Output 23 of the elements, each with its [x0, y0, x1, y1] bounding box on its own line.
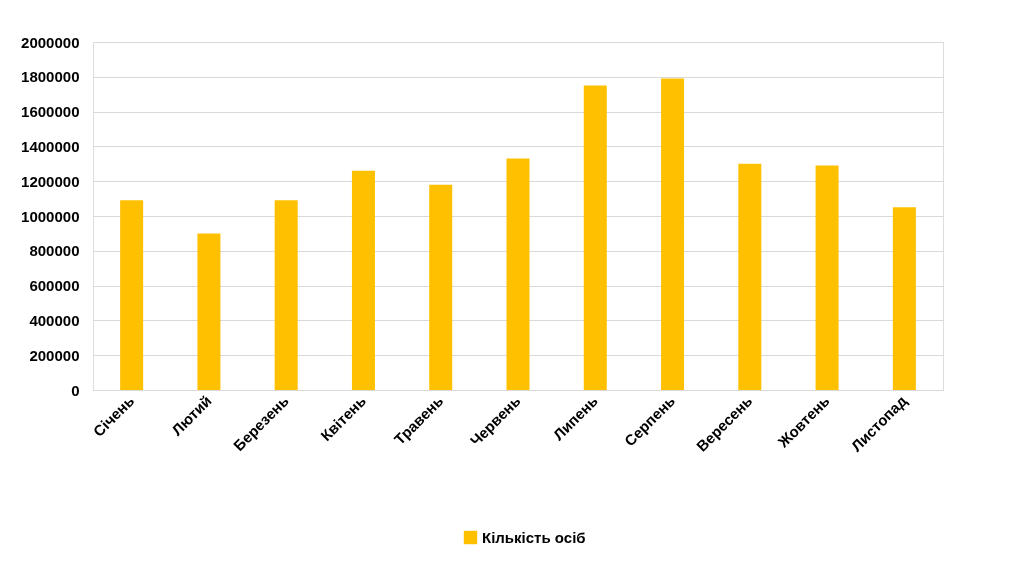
bar — [892, 207, 916, 390]
y-tick-label: 1200000 — [21, 172, 80, 190]
bar — [738, 163, 762, 390]
y-tick-label: 800000 — [29, 242, 80, 260]
bar — [506, 158, 530, 390]
y-tick-label: 1000000 — [21, 207, 80, 225]
y-tick-label: 2000000 — [21, 33, 80, 51]
y-tick-label: 1800000 — [21, 68, 80, 86]
bar — [120, 200, 144, 390]
y-tick-label: 600000 — [29, 277, 80, 295]
y-tick-label: 1600000 — [21, 103, 80, 121]
y-tick-label: 0 — [71, 381, 80, 399]
legend-label: Кількість осіб — [482, 528, 586, 546]
bar — [661, 78, 685, 390]
bar — [429, 184, 453, 390]
bar — [351, 170, 375, 390]
y-tick-label: 200000 — [29, 346, 80, 364]
y-tick-label: 400000 — [29, 311, 80, 329]
y-tick-label: 1400000 — [21, 137, 80, 155]
bar — [274, 200, 298, 390]
bar — [583, 85, 607, 390]
bar — [815, 165, 839, 390]
bar — [197, 233, 221, 390]
